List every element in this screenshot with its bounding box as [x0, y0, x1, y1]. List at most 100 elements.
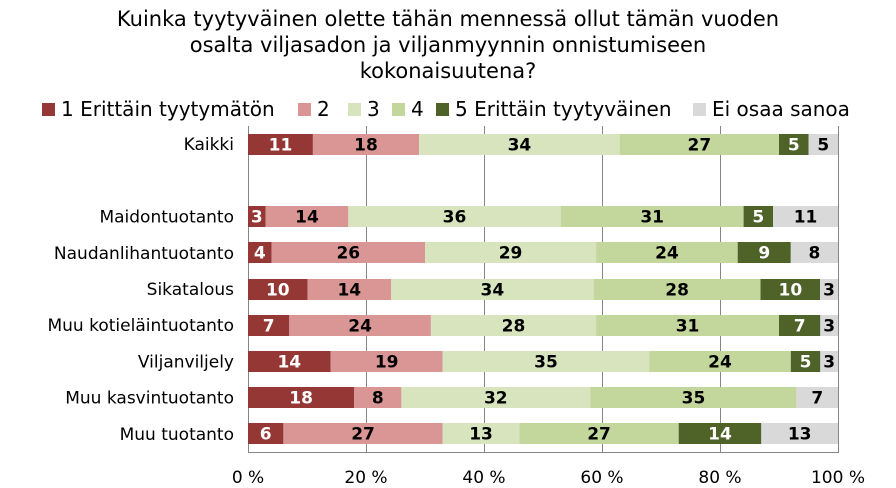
bar-segment-6-2: [442, 351, 650, 372]
bar-segment-6-3: [649, 351, 791, 372]
bar-segment-8-1: [283, 423, 443, 444]
data-label-2-2: 36: [443, 208, 467, 228]
bar-segment-6-0: [248, 351, 331, 372]
bar-segment-3-5: [790, 242, 838, 263]
data-label-4-4: 10: [778, 281, 802, 301]
data-label-6-3: 24: [708, 353, 732, 373]
data-label-4-0: 10: [266, 281, 290, 301]
data-label-3-5: 8: [808, 244, 820, 264]
bar-segment-5-3: [596, 315, 779, 336]
x-tick-label-40: 40 %: [462, 468, 505, 488]
data-label-2-0: 3: [251, 208, 263, 228]
data-label-3-3: 24: [655, 244, 679, 264]
data-label-8-0: 6: [260, 425, 272, 445]
data-label-6-0: 14: [277, 353, 301, 373]
category-label-5: Muu kotieläintuotanto: [47, 316, 234, 336]
data-label-8-3: 27: [587, 425, 611, 445]
legend-label-4: 4: [411, 97, 424, 121]
data-label-5-5: 3: [823, 317, 835, 337]
data-label-8-5: 13: [788, 425, 812, 445]
data-label-5-4: 7: [794, 317, 806, 337]
legend-label-2: 2: [317, 97, 330, 121]
bar-segment-3-1: [271, 242, 425, 263]
data-label-7-3: 35: [682, 389, 706, 409]
legend-item-3: 3: [348, 96, 380, 122]
data-label-4-2: 34: [481, 281, 505, 301]
bar-segment-8-2: [442, 423, 520, 444]
category-label-3: Naudanlihantuotanto: [54, 244, 234, 264]
x-tick-label-80: 80 %: [698, 468, 741, 488]
bar-segment-0-5: [808, 134, 838, 155]
bar-segment-4-5: [820, 279, 838, 300]
bar-segment-8-5: [761, 423, 838, 444]
bar-segment-6-1: [330, 351, 443, 372]
legend: 1 Erittäin tyytymätön 2 3 4 5 Erittäin t…: [0, 96, 896, 122]
x-tick-label-60: 60 %: [580, 468, 623, 488]
bar-segment-0-1: [312, 134, 420, 155]
data-label-3-4: 9: [758, 244, 770, 264]
bar-segment-7-1: [354, 387, 402, 408]
bar-segment-0-3: [619, 134, 779, 155]
data-label-0-3: 27: [688, 136, 712, 156]
data-label-7-5: 7: [811, 389, 823, 409]
data-label-6-1: 19: [375, 353, 399, 373]
data-label-5-2: 28: [502, 317, 526, 337]
data-label-4-3: 28: [665, 281, 689, 301]
bar-segment-5-2: [430, 315, 597, 336]
legend-swatch-4: [392, 102, 405, 116]
chart-title-line-3: kokonaisuutena?: [359, 59, 537, 83]
x-tick-label-100: 100 %: [811, 468, 865, 488]
data-label-8-2: 13: [469, 425, 493, 445]
bar-segment-7-0: [248, 387, 355, 408]
data-label-8-4: 14: [708, 425, 732, 445]
data-label-5-1: 24: [348, 317, 372, 337]
legend-label-1: 1 Erittäin tyytymätön: [61, 97, 275, 121]
bar-segment-7-3: [590, 387, 797, 408]
bar-segment-7-5: [796, 387, 838, 408]
bar-segment-2-3: [560, 206, 744, 227]
data-label-3-0: 4: [254, 244, 266, 264]
category-label-4: Sikatalous: [147, 280, 234, 300]
data-label-2-1: 14: [295, 208, 319, 228]
data-label-3-2: 29: [499, 244, 523, 264]
data-label-7-1: 8: [372, 389, 384, 409]
bar-segment-0-0: [248, 134, 313, 155]
data-label-0-5: 5: [817, 136, 829, 156]
legend-item-1: 1 Erittäin tyytymätön: [42, 96, 275, 122]
data-label-4-5: 3: [823, 281, 835, 301]
legend-label-6: Ei osaa sanoa: [712, 97, 850, 121]
legend-swatch-1: [42, 102, 55, 116]
data-label-6-4: 5: [800, 353, 812, 373]
bar-segment-4-4: [760, 279, 821, 300]
data-label-2-4: 5: [752, 208, 764, 228]
bar-segment-8-3: [519, 423, 679, 444]
bar-segment-3-4: [737, 242, 791, 263]
bar-segment-4-3: [593, 279, 761, 300]
data-label-3-1: 26: [336, 244, 360, 264]
data-label-0-2: 34: [508, 136, 532, 156]
bar-segment-2-0: [248, 206, 266, 227]
legend-item-4: 4: [392, 96, 424, 122]
legend-label-5: 5 Erittäin tyytyväinen: [455, 97, 672, 121]
bar-segment-2-1: [265, 206, 349, 227]
data-label-5-3: 31: [676, 317, 700, 337]
bar-segment-4-1: [307, 279, 392, 300]
category-label-6: Viljanviljely: [138, 352, 234, 372]
category-label-7: Muu kasvintuotanto: [65, 389, 234, 409]
data-label-7-0: 18: [289, 389, 313, 409]
bar-segment-5-5: [820, 315, 838, 336]
data-label-8-1: 27: [351, 425, 375, 445]
legend-item-6: Ei osaa sanoa: [693, 96, 850, 122]
data-label-5-0: 7: [263, 317, 275, 337]
bar-segment-2-2: [348, 206, 561, 227]
legend-swatch-3: [348, 102, 361, 116]
chart-title-line-1: Kuinka tyytyväinen olette tähän mennessä…: [116, 7, 780, 31]
legend-item-5: 5 Erittäin tyytyväinen: [436, 96, 672, 122]
data-label-0-0: 11: [269, 136, 293, 156]
data-label-7-2: 32: [484, 389, 508, 409]
bar-segment-8-0: [248, 423, 284, 444]
bar-segment-7-2: [401, 387, 591, 408]
data-label-6-5: 3: [823, 353, 835, 373]
bar-segment-5-1: [289, 315, 431, 336]
